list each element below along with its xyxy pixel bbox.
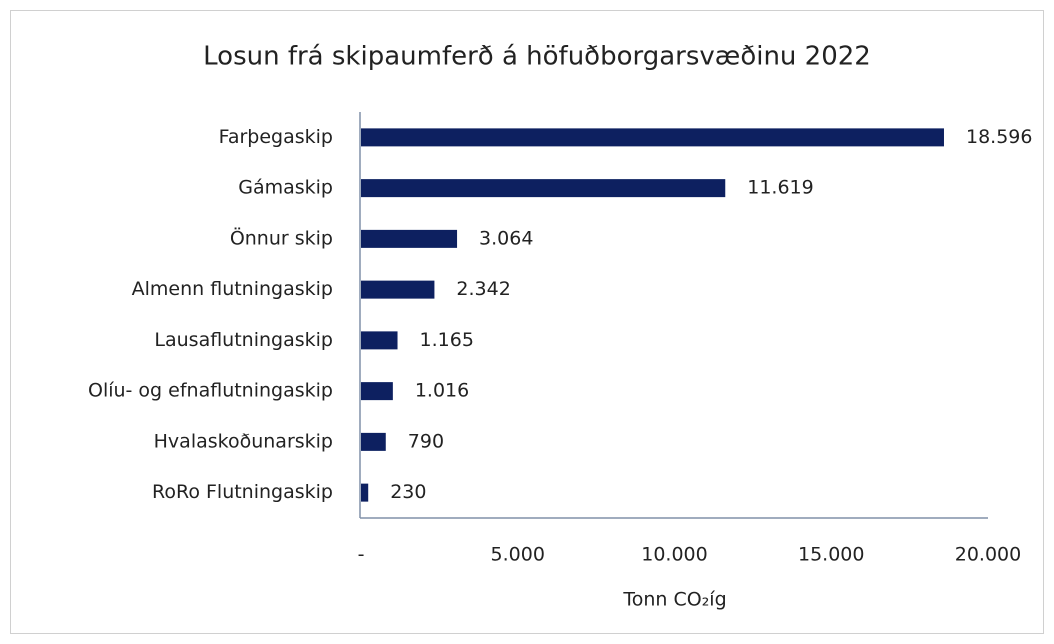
- value-label: 1.016: [415, 380, 469, 402]
- x-tick-label: 10.000: [641, 544, 707, 566]
- x-tick-label: -: [358, 544, 365, 566]
- bar: [361, 382, 393, 401]
- y-tick-label: Önnur skip: [230, 226, 333, 249]
- bar: [361, 128, 944, 147]
- bar: [361, 179, 726, 198]
- y-tick-label: Gámaskip: [238, 177, 333, 199]
- bar: [361, 432, 386, 451]
- bar: [361, 483, 369, 502]
- chart-border: [10, 10, 1044, 634]
- value-label: 230: [390, 481, 426, 503]
- y-tick-label: Hvalaskoðunarskip: [154, 430, 333, 452]
- y-tick-label: Farþegaskip: [219, 126, 333, 148]
- x-tick-label: 5.000: [491, 544, 545, 566]
- bar: [361, 331, 398, 350]
- value-label: 790: [408, 430, 444, 452]
- x-tick-label: 15.000: [798, 544, 864, 566]
- y-tick-label: Olíu- og efnaflutningaskip: [88, 380, 333, 402]
- y-tick-label: Almenn flutningaskip: [132, 278, 333, 300]
- chart-title: Losun frá skipaumferð á höfuðborgarsvæði…: [203, 42, 871, 72]
- bar: [361, 280, 435, 299]
- y-tick-label: Lausaflutningaskip: [154, 329, 333, 351]
- value-label: 1.165: [420, 329, 474, 351]
- y-tick-label: RoRo Flutningaskip: [152, 481, 333, 503]
- x-tick-label: 20.000: [955, 544, 1021, 566]
- value-label: 2.342: [456, 278, 510, 300]
- bar: [361, 229, 458, 248]
- value-label: 18.596: [966, 126, 1032, 148]
- value-label: 3.064: [479, 227, 533, 249]
- x-axis-title: Tonn CO₂íg: [622, 589, 726, 611]
- value-label: 11.619: [747, 177, 813, 199]
